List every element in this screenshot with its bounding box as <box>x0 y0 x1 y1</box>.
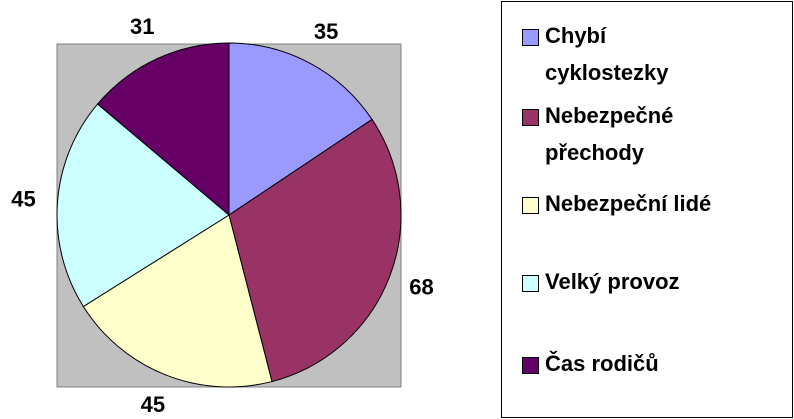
pie-slice <box>96 42 230 217</box>
pie-slice <box>228 42 373 216</box>
legend-label: Nebezpeční lidé <box>545 191 712 216</box>
data-label: 45 <box>141 392 165 417</box>
legend-swatch <box>522 197 539 214</box>
legend-entry: Velký provoz <box>522 269 680 300</box>
legend-swatch <box>522 29 539 46</box>
legend-swatch <box>522 109 539 126</box>
legend-entry: Nebezpeční lidé <box>522 191 711 222</box>
legend-swatch <box>522 275 539 292</box>
legend-entry: Nebezpečné přechody <box>522 103 735 171</box>
data-label: 68 <box>409 274 433 299</box>
chart: 35 68 45 45 31 <box>11 14 433 417</box>
pie-slice <box>82 214 273 388</box>
legend-entry: Čas rodičů <box>522 351 659 382</box>
pie-slice <box>228 118 402 383</box>
legend-swatch <box>522 357 539 374</box>
pie <box>56 42 402 388</box>
pie-slice <box>56 103 230 308</box>
data-label: 35 <box>314 19 338 44</box>
legend-label: Nebezpečné přechody <box>545 103 674 165</box>
legend: Chybí cyklostezky Nebezpečné přechody Nebe… <box>501 1 793 418</box>
legend-entry: Chybí cyklostezky <box>522 23 735 91</box>
legend-label: Velký provoz <box>545 269 680 294</box>
legend-label: Čas rodičů <box>545 351 659 376</box>
data-label: 31 <box>130 14 154 39</box>
data-label: 45 <box>11 186 35 211</box>
legend-label: Chybí cyklostezky <box>545 23 669 85</box>
